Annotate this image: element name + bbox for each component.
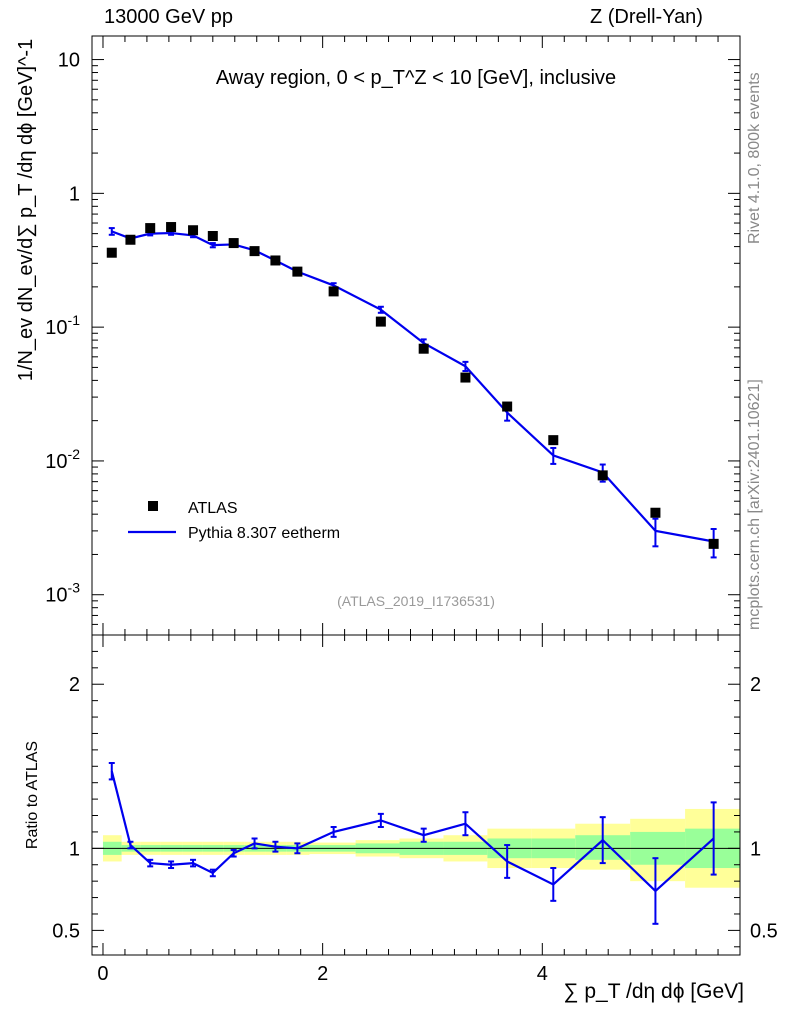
header-right: Z (Drell-Yan) (590, 6, 703, 28)
x-tick-label: 4 (537, 963, 548, 985)
atlas-point (328, 286, 339, 297)
pythia-line (111, 230, 714, 543)
y-tick-label: 1 (69, 183, 80, 205)
atlas-point (708, 538, 719, 549)
ratio-frame (91, 634, 741, 956)
atlas-point (207, 230, 218, 241)
ratio-tick-label-left: 1 (69, 838, 80, 860)
legend-atlas-label: ATLAS (188, 500, 238, 517)
atlas-point (650, 507, 661, 518)
main-frame (91, 35, 741, 636)
atlas-point (418, 343, 429, 354)
atlas-point (375, 316, 386, 327)
atlas-point (145, 223, 156, 234)
x-tick-label: 0 (97, 963, 108, 985)
y-axis-label: 1/N_ev dN_ev/d∑ p_T /dη dϕ [GeV]^-1 (15, 39, 37, 381)
atlas-point (188, 225, 199, 236)
atlas-point (597, 470, 608, 481)
legend-pythia-label: Pythia 8.307 eetherm (188, 525, 340, 542)
plot-title: Away region, 0 < p_T^Z < 10 [GeV], inclu… (216, 67, 616, 89)
x-axis-label: ∑ p_T /dη dϕ [GeV] (564, 980, 744, 1003)
ratio-tick-label-left: 0.5 (52, 920, 80, 942)
atlas-point (166, 222, 177, 233)
ratio-tick-label-left: 2 (69, 674, 80, 696)
atlas-point (249, 246, 260, 257)
atlas-point (270, 255, 281, 266)
atlas-point (106, 247, 117, 258)
ratio-tick-label-right: 2 (750, 674, 761, 696)
analysis-label: (ATLAS_2019_I1736531) (337, 593, 495, 609)
header-left: 13000 GeV pp (104, 6, 233, 28)
y-tick-label: 10 (58, 50, 80, 72)
legend-atlas-marker (148, 501, 158, 511)
atlas-point (125, 234, 136, 245)
x-tick-label: 2 (317, 963, 328, 985)
atlas-point (548, 435, 559, 446)
y-tick-label: 10-1 (45, 312, 80, 339)
atlas-point (460, 372, 471, 383)
atlas-point (292, 266, 303, 277)
y-tick-label: 10-2 (45, 446, 80, 473)
atlas-point (228, 238, 239, 249)
ratio-axis-label: Ratio to ATLAS (24, 741, 41, 849)
ratio-tick-label-right: 0.5 (750, 920, 778, 942)
y-tick-label: 10-3 (45, 580, 80, 607)
atlas-point (502, 401, 513, 412)
ratio-tick-label-right: 1 (750, 838, 761, 860)
